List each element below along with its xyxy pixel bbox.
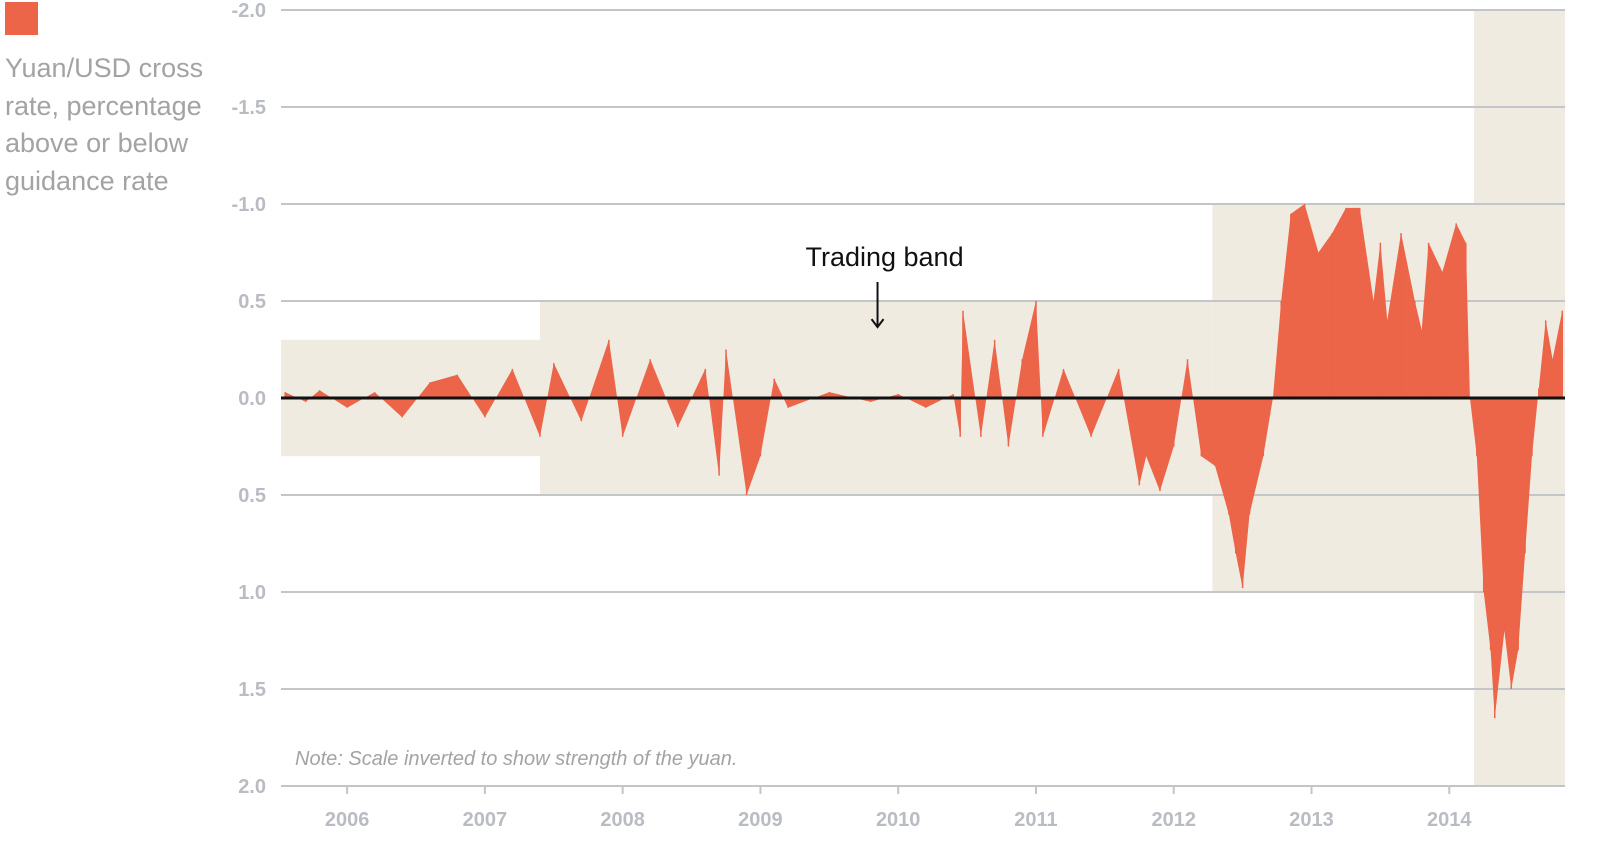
x-tick-label: 2009	[738, 809, 783, 831]
legend-label: Yuan/USD cross rate, percentage above or…	[5, 53, 204, 196]
x-tick-label: 2006	[325, 809, 370, 831]
x-tick-label: 2011	[1014, 809, 1057, 831]
y-tick-label: 0.5	[238, 291, 266, 313]
x-tick-label: 2008	[600, 809, 645, 831]
arrow-head	[870, 318, 885, 329]
x-axis: 2006 2007 2008 2009 2010 2011 2012 2013 2014	[325, 786, 1472, 831]
legend-swatch	[5, 2, 38, 35]
series	[284, 204, 1563, 719]
series-area	[285, 204, 1563, 719]
y-tick-label: -1.5	[232, 97, 266, 119]
y-tick-label: -1.0	[232, 194, 266, 216]
annotation-trading-band: Trading band	[805, 242, 964, 329]
y-tick-label: 0.0	[238, 388, 266, 410]
x-tick-label: 2010	[876, 809, 921, 831]
gridlines: -2.0 -1.5 -1.0 0.5 0.0 0.5 1.0 1.5 2.0	[232, 0, 1565, 798]
x-tick-label: 2007	[463, 809, 508, 831]
y-tick-label: 2.0	[238, 776, 266, 798]
annotation-text: Trading band	[805, 242, 963, 272]
y-tick-label: 1.5	[238, 679, 266, 701]
y-tick-label: -2.0	[232, 0, 266, 22]
y-tick-label: 1.0	[238, 582, 266, 604]
chart-note: Note: Scale inverted to show strength of…	[295, 748, 737, 770]
y-tick-label: 0.5	[238, 485, 266, 507]
x-tick-label: 2013	[1289, 809, 1334, 831]
x-tick-label: 2014	[1427, 809, 1472, 831]
x-tick-label: 2012	[1151, 809, 1196, 831]
